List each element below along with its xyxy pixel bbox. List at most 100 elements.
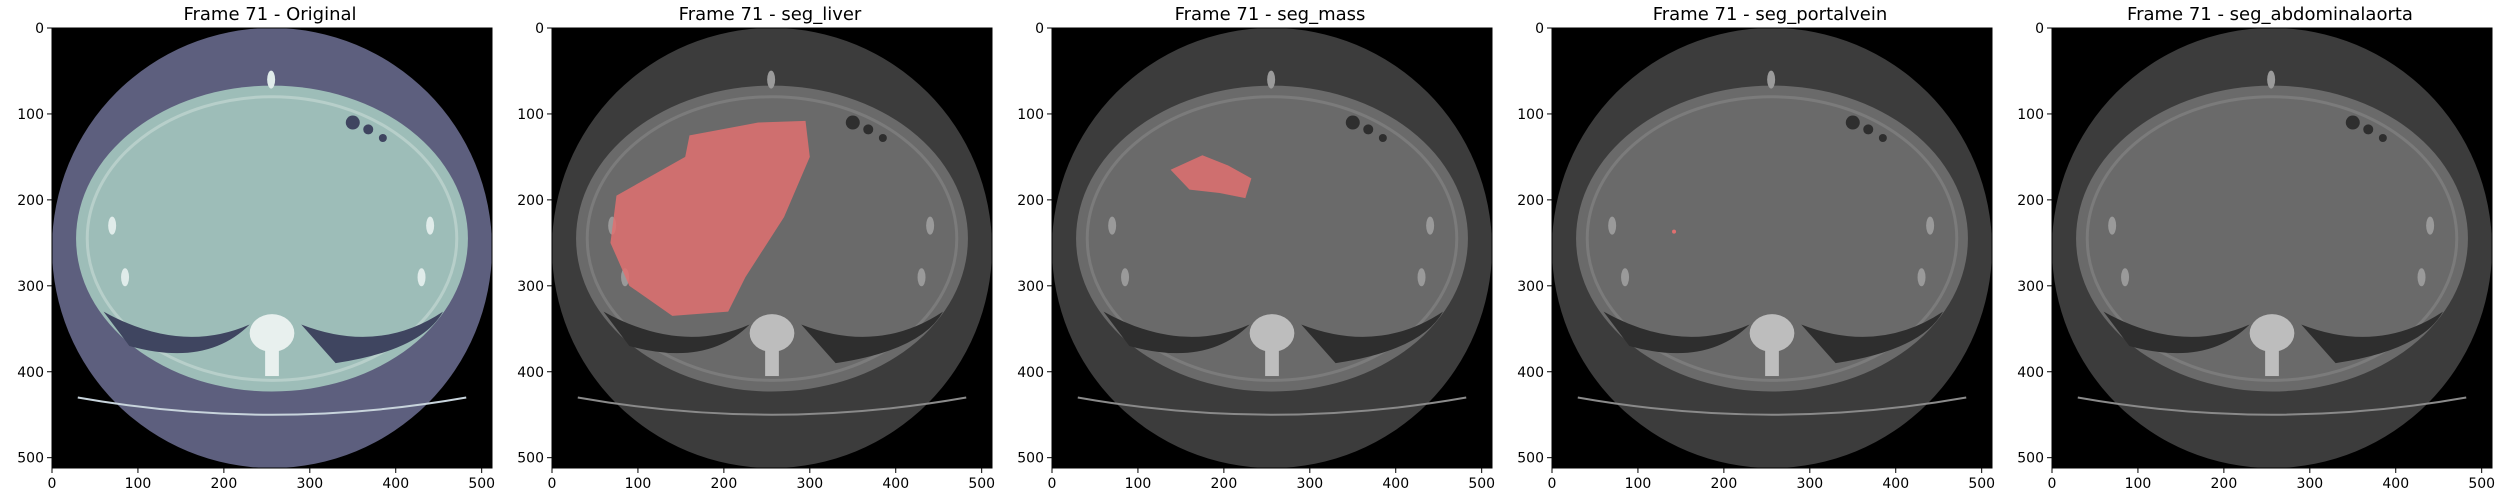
x-tick-label: 300	[1296, 476, 1323, 492]
x-tick-label: 0	[48, 476, 57, 492]
y-tick: 500	[1017, 451, 1052, 467]
y-tick: 400	[1017, 365, 1052, 381]
x-tick-label: 500	[468, 476, 495, 492]
gas-bubble	[878, 134, 887, 142]
y-tick-label: 200	[1517, 193, 1544, 209]
rib	[121, 268, 130, 287]
y-tick-label: 500	[1517, 451, 1544, 467]
x-tick-label: 0	[1548, 476, 1557, 492]
x-tick: 0	[1548, 468, 1557, 492]
gas-bubble	[1345, 115, 1360, 130]
x-tick-label: 400	[2382, 476, 2409, 492]
y-tick: 0	[1535, 21, 1552, 37]
panel-title: Frame 71 - seg_mass	[1174, 4, 1366, 25]
scan-table-line	[1077, 396, 1467, 416]
mass-segmentation	[1170, 155, 1252, 199]
figure-panel: Frame 71 - seg_mass 0 100 200 300 400 500 0 100 2…	[1000, 0, 1500, 500]
body-cross-section	[2076, 85, 2468, 392]
y-tick-label: 500	[17, 451, 44, 467]
x-tick-label: 500	[1468, 476, 1495, 492]
x-tick: 400	[382, 468, 409, 492]
gas-bubble	[378, 134, 387, 142]
y-tick: 300	[17, 279, 52, 295]
lung-base-left	[1301, 311, 1444, 364]
x-tick: 100	[2125, 468, 2151, 492]
x-tick: 400	[1882, 468, 1909, 492]
axes-frame	[2051, 27, 2493, 469]
scan-table-line	[77, 396, 467, 416]
rib	[1417, 268, 1426, 287]
lung-base-right	[1603, 311, 1750, 354]
x-tick: 100	[125, 468, 151, 492]
x-tick: 0	[548, 468, 557, 492]
y-tick-label: 400	[1017, 365, 1044, 381]
y-tick: 300	[1017, 279, 1052, 295]
x-tick-label: 0	[548, 476, 557, 492]
x-tick: 200	[2211, 468, 2237, 492]
y-tick-label: 100	[1017, 107, 1044, 123]
x-tick-label: 300	[296, 476, 323, 492]
y-tick-label: 500	[517, 451, 544, 467]
x-tick: 400	[1382, 468, 1409, 492]
vertebra	[1749, 314, 1795, 352]
x-tick-label: 100	[625, 476, 652, 492]
y-tick: 100	[1017, 107, 1052, 123]
x-tick: 500	[968, 468, 995, 492]
x-tick-label: 300	[2296, 476, 2323, 492]
y-tick-label: 200	[517, 193, 544, 209]
x-tick: 200	[1711, 468, 1737, 492]
x-tick-label: 300	[796, 476, 823, 492]
figure-panel: Frame 71 - Original 0 100 200 300 400 500 0 100 2…	[0, 0, 500, 500]
body-rim	[2085, 95, 2459, 382]
rib	[1121, 268, 1130, 287]
y-tick: 0	[535, 21, 552, 37]
rib	[1608, 216, 1617, 235]
x-tick-label: 400	[1382, 476, 1409, 492]
x-tick: 300	[2296, 468, 2323, 492]
y-tick: 300	[517, 279, 552, 295]
y-tick-label: 400	[517, 365, 544, 381]
y-tick-label: 0	[1035, 21, 1044, 37]
x-tick: 200	[711, 468, 737, 492]
lung-base-right	[103, 311, 250, 354]
y-tick: 200	[1517, 193, 1552, 209]
x-tick-label: 100	[1125, 476, 1152, 492]
vertebra	[249, 314, 295, 352]
vertebra	[1249, 314, 1295, 352]
rib	[917, 268, 926, 287]
x-tick: 500	[1968, 468, 1995, 492]
axes-frame	[1551, 27, 1993, 469]
spinous-process	[1765, 350, 1779, 377]
y-tick-label: 200	[2017, 193, 2044, 209]
x-tick: 0	[1048, 468, 1057, 492]
body-rim	[585, 95, 959, 382]
body-rim	[85, 95, 459, 382]
y-tick: 400	[517, 365, 552, 381]
x-tick-label: 500	[1968, 476, 1995, 492]
y-tick-label: 400	[2017, 365, 2044, 381]
y-tick: 200	[517, 193, 552, 209]
y-tick-label: 100	[1517, 107, 1544, 123]
x-tick-label: 0	[1048, 476, 1057, 492]
figure-panel: Frame 71 - seg_portalvein 0 100 200 300 400 50…	[1500, 0, 2000, 500]
spinous-process	[765, 350, 779, 377]
rib	[267, 70, 276, 89]
axes-frame	[1051, 27, 1493, 469]
x-tick: 500	[2468, 468, 2495, 492]
liver-segmentation	[610, 120, 810, 316]
rib	[1767, 70, 1776, 89]
y-tick: 400	[2017, 365, 2052, 381]
spinous-process	[1265, 350, 1279, 377]
gas-bubble	[1378, 134, 1387, 142]
gas-bubble	[1863, 124, 1874, 135]
y-tick-label: 0	[535, 21, 544, 37]
lung-base-left	[301, 311, 444, 364]
y-tick: 500	[2017, 451, 2052, 467]
rib	[417, 268, 426, 287]
lung-base-left	[2301, 311, 2444, 364]
y-tick: 400	[17, 365, 52, 381]
gas-bubble	[2345, 115, 2360, 130]
